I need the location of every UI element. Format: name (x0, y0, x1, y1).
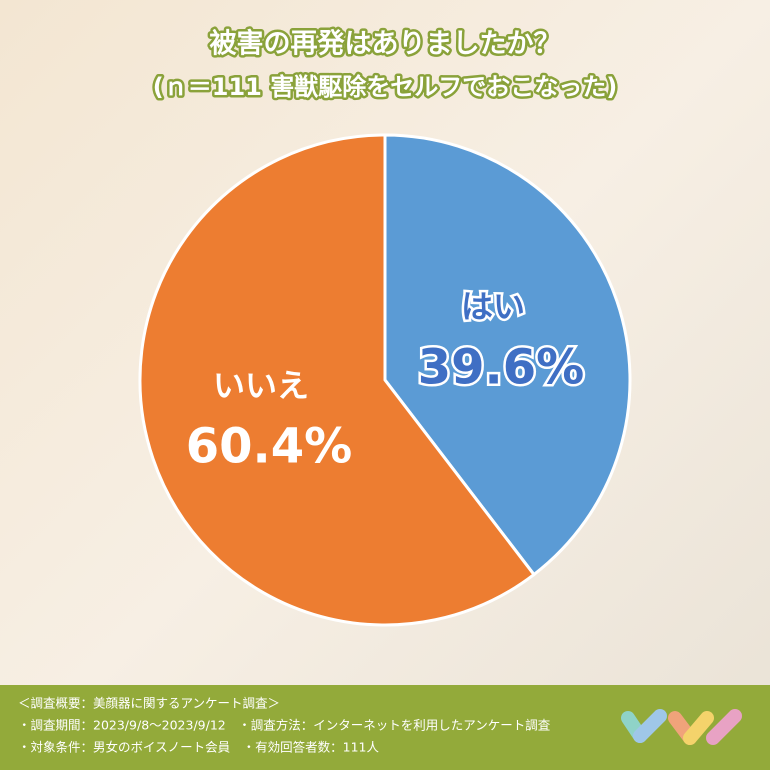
slice-label: いいえ (213, 366, 309, 404)
chart-subtitle: (ｎ＝111 害獣駆除をセルフでおこなった) (153, 73, 617, 101)
value-label: 60.4% (186, 418, 353, 474)
pie-slice (138, 133, 537, 627)
footnote: ・対象条件：男女のボイスノート会員 ・有効回答者数：111人 (18, 740, 379, 755)
chart-title: 被害の再発はありましたか？ (210, 28, 561, 60)
logo (621, 709, 742, 745)
pie-slice (383, 133, 632, 577)
footnote: ＜調査概要：美顔器に関するアンケート調査＞ (18, 696, 280, 711)
slice-label: はい (461, 288, 525, 326)
footnote: ・調査期間：2023/9/8～2023/9/12 ・調査方法：インターネットを利… (18, 718, 551, 733)
value-label: 39.6% (418, 340, 585, 396)
